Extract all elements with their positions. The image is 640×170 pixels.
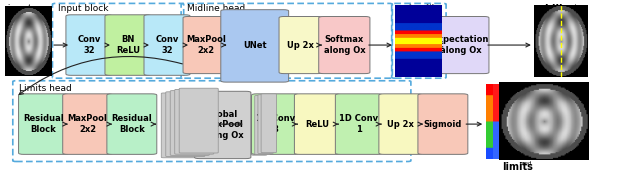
FancyBboxPatch shape bbox=[19, 94, 68, 154]
Text: Up 2x: Up 2x bbox=[387, 120, 414, 129]
FancyBboxPatch shape bbox=[179, 88, 218, 153]
FancyBboxPatch shape bbox=[279, 16, 323, 74]
FancyBboxPatch shape bbox=[252, 94, 299, 154]
FancyBboxPatch shape bbox=[66, 15, 112, 75]
Text: Residual
Block: Residual Block bbox=[23, 114, 64, 134]
Text: Expectation
along Ox: Expectation along Ox bbox=[433, 35, 489, 55]
FancyBboxPatch shape bbox=[175, 89, 214, 154]
Text: Input block: Input block bbox=[58, 4, 109, 13]
FancyBboxPatch shape bbox=[379, 94, 422, 154]
Text: 1D Conv
8: 1D Conv 8 bbox=[255, 114, 295, 134]
Text: output: output bbox=[396, 4, 431, 13]
FancyBboxPatch shape bbox=[252, 96, 267, 155]
FancyBboxPatch shape bbox=[294, 94, 340, 154]
FancyBboxPatch shape bbox=[170, 91, 209, 155]
FancyArrowPatch shape bbox=[19, 56, 182, 95]
FancyBboxPatch shape bbox=[255, 96, 270, 154]
Text: 1D Conv
1: 1D Conv 1 bbox=[339, 114, 379, 134]
FancyBboxPatch shape bbox=[107, 94, 157, 154]
FancyBboxPatch shape bbox=[144, 15, 190, 75]
FancyBboxPatch shape bbox=[161, 93, 200, 158]
FancyBboxPatch shape bbox=[335, 94, 383, 154]
Text: Conv
32: Conv 32 bbox=[77, 35, 100, 55]
Text: Softmax
along Ox: Softmax along Ox bbox=[323, 35, 365, 55]
Text: UNet: UNet bbox=[243, 41, 266, 50]
FancyBboxPatch shape bbox=[258, 95, 273, 154]
Text: midline: midline bbox=[422, 4, 442, 9]
Text: MaxPool
2x2: MaxPool 2x2 bbox=[186, 35, 226, 55]
FancyBboxPatch shape bbox=[195, 91, 251, 159]
FancyBboxPatch shape bbox=[433, 16, 489, 74]
FancyBboxPatch shape bbox=[418, 94, 468, 154]
Text: Up 2x: Up 2x bbox=[287, 41, 314, 49]
Text: Midline head: Midline head bbox=[187, 4, 245, 13]
FancyBboxPatch shape bbox=[183, 16, 229, 74]
Text: input: input bbox=[6, 4, 31, 14]
Text: BN
ReLU: BN ReLU bbox=[116, 35, 140, 55]
Text: limits: limits bbox=[502, 162, 532, 170]
Text: pred: pred bbox=[520, 162, 532, 166]
Text: Global
MaxPool
along Ox: Global MaxPool along Ox bbox=[202, 110, 244, 140]
FancyBboxPatch shape bbox=[63, 94, 113, 154]
FancyBboxPatch shape bbox=[319, 16, 370, 74]
Text: MaxPool
2x2: MaxPool 2x2 bbox=[68, 114, 108, 134]
Text: pred: pred bbox=[564, 4, 577, 9]
Text: ReLU: ReLU bbox=[305, 120, 330, 129]
FancyBboxPatch shape bbox=[221, 10, 289, 82]
Text: Residual
Block: Residual Block bbox=[111, 114, 152, 134]
FancyBboxPatch shape bbox=[166, 92, 205, 157]
Text: Sigmoid: Sigmoid bbox=[424, 120, 462, 129]
FancyBboxPatch shape bbox=[261, 94, 276, 153]
Text: midline: midline bbox=[535, 4, 576, 14]
FancyBboxPatch shape bbox=[105, 15, 151, 75]
Text: Limits head: Limits head bbox=[19, 84, 72, 93]
Text: Conv
32: Conv 32 bbox=[156, 35, 179, 55]
